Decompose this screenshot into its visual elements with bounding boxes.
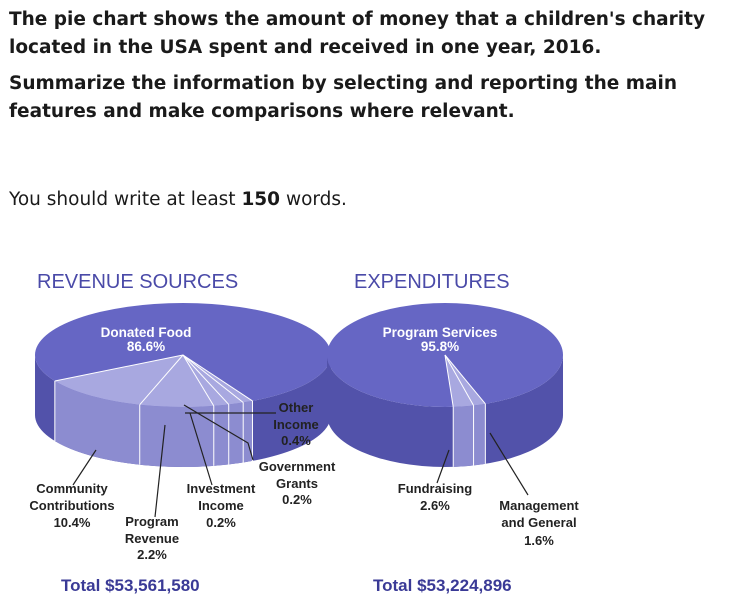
revenue-pie-side-minor bbox=[54, 381, 253, 467]
slice-divider-top-2 bbox=[444, 354, 486, 405]
program-revenue-label: Program Revenue 2.2% bbox=[125, 514, 179, 562]
donated-food-label: Donated Food bbox=[101, 325, 192, 340]
revenue-chart-title: REVENUE SOURCES bbox=[37, 271, 238, 293]
revenue-total: Total $53,561,580 bbox=[61, 576, 200, 595]
revenue-pie-small-slices bbox=[54, 355, 253, 407]
revenue-pie-body bbox=[35, 303, 331, 467]
slice-divider-top-0 bbox=[54, 354, 184, 382]
expenditure-total: Total $53,224,896 bbox=[373, 576, 512, 595]
revenue-pie: REVENUE SOURCES Donated Food 86.6% Commu… bbox=[29, 271, 336, 595]
revenue-slice-dividers bbox=[54, 354, 253, 466]
word-count: 150 bbox=[241, 189, 281, 210]
task-prompt: The pie chart shows the amount of money … bbox=[9, 6, 734, 126]
expenditure-pie-side-minor bbox=[453, 403, 486, 467]
government-grants-label: Government Grants 0.2% bbox=[259, 459, 336, 507]
expenditure-slice-dividers bbox=[444, 354, 486, 467]
program-services-label: Program Services bbox=[383, 325, 498, 340]
revenue-leader-lines bbox=[72, 404, 276, 518]
expenditure-pie-side bbox=[327, 355, 563, 467]
expenditure-leader-lines bbox=[436, 432, 529, 496]
program-services-value: 95.8% bbox=[421, 339, 459, 354]
investment-income-label: Investment Income 0.2% bbox=[187, 481, 256, 530]
slice-divider-top-1 bbox=[139, 354, 184, 406]
expenditure-chart-title: EXPENDITURES bbox=[354, 271, 510, 293]
other-income-label: Other Income 0.4% bbox=[273, 400, 319, 448]
instruction-suffix: words. bbox=[280, 189, 347, 210]
donated-food-value: 86.6% bbox=[127, 339, 165, 354]
slice-divider-top-4 bbox=[182, 354, 244, 403]
word-count-instruction: You should write at least 150 words. bbox=[9, 186, 347, 214]
expenditure-pie: EXPENDITURES Program Services 95.8% Fund… bbox=[327, 271, 579, 595]
expenditure-pie-body bbox=[327, 303, 563, 467]
slice-divider-top-1 bbox=[444, 354, 474, 406]
fundraising-label: Fundraising 2.6% bbox=[398, 481, 472, 513]
prompt-description: The pie chart shows the amount of money … bbox=[9, 9, 706, 58]
slice-divider-top-5 bbox=[182, 354, 253, 402]
prompt-instruction: Summarize the information by selecting a… bbox=[9, 73, 678, 122]
slice-divider-top-2 bbox=[182, 354, 215, 407]
community-contributions-label: Community Contributions 10.4% bbox=[29, 481, 114, 530]
instruction-prefix: You should write at least bbox=[9, 189, 242, 210]
pie-charts-figure: REVENUE SOURCES Donated Food 86.6% Commu… bbox=[29, 271, 579, 595]
slice-divider-top-3 bbox=[182, 354, 230, 405]
management-general-label: Management and General 1.6% bbox=[499, 498, 579, 548]
slice-divider-top-0 bbox=[444, 354, 454, 407]
